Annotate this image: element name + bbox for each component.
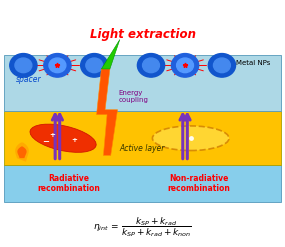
Text: spacer: spacer: [16, 75, 42, 84]
Circle shape: [172, 54, 199, 77]
Text: +: +: [49, 132, 55, 138]
Circle shape: [142, 58, 159, 73]
Circle shape: [213, 58, 230, 73]
Text: Active layer: Active layer: [120, 144, 165, 153]
Polygon shape: [101, 40, 120, 69]
Bar: [3, 111, 282, 165]
Polygon shape: [15, 143, 29, 162]
Circle shape: [177, 58, 194, 73]
Ellipse shape: [30, 124, 96, 152]
Bar: [3, 55, 282, 111]
Polygon shape: [17, 146, 27, 158]
Circle shape: [208, 54, 235, 77]
Circle shape: [86, 58, 103, 73]
Text: Non-radiative
recombination: Non-radiative recombination: [168, 174, 231, 193]
Ellipse shape: [152, 126, 229, 150]
Text: Energy
coupling: Energy coupling: [118, 90, 148, 103]
Text: Light extraction: Light extraction: [89, 28, 196, 41]
Circle shape: [49, 58, 66, 73]
Bar: [3, 165, 282, 202]
Circle shape: [15, 58, 32, 73]
Circle shape: [10, 54, 37, 77]
Circle shape: [137, 54, 165, 77]
Circle shape: [44, 54, 71, 77]
Text: −: −: [42, 137, 50, 146]
Text: Metal NPs: Metal NPs: [236, 60, 270, 66]
Circle shape: [81, 54, 108, 77]
Polygon shape: [97, 69, 117, 155]
Text: +: +: [72, 137, 77, 143]
Text: Radiative
recombination: Radiative recombination: [37, 174, 100, 193]
Text: $\eta_{int}\,=\,\dfrac{k_{SP}+k_{rad}}{k_{SP}+k_{rad}+k_{non}}$: $\eta_{int}\,=\,\dfrac{k_{SP}+k_{rad}}{k…: [93, 215, 192, 239]
